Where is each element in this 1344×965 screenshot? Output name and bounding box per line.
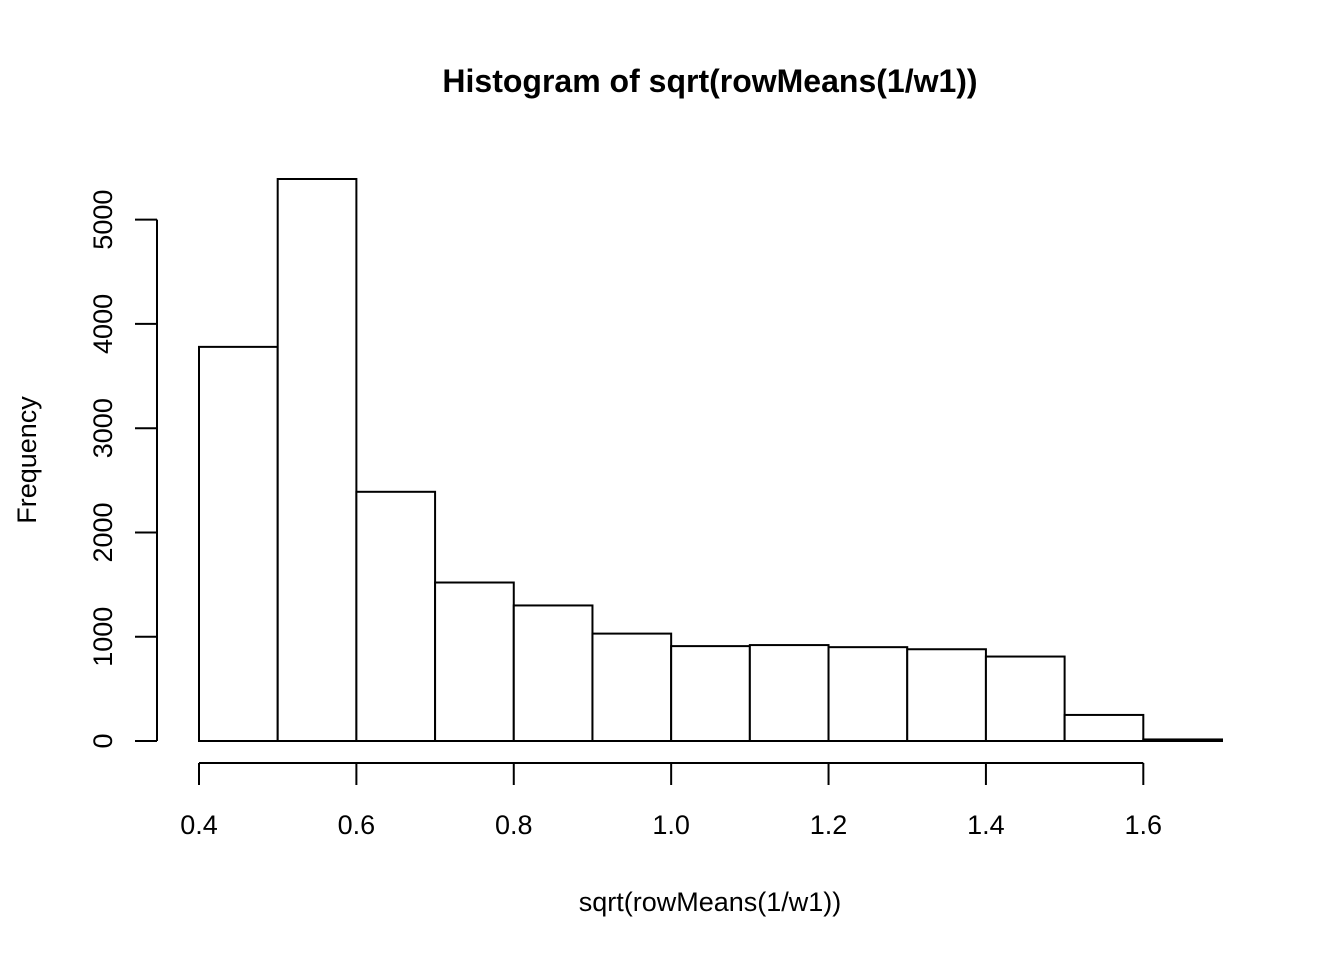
histogram-bar bbox=[1142, 738, 1224, 742]
x-axis-label: sqrt(rowMeans(1/w1)) bbox=[579, 887, 842, 917]
y-axis: 0 1000 2000 3000 4000 5000 bbox=[88, 190, 158, 749]
histogram-bar bbox=[984, 655, 1066, 742]
x-tick-label: 1.2 bbox=[810, 810, 848, 840]
histogram-bar bbox=[827, 646, 909, 742]
x-tick-label: 0.4 bbox=[180, 810, 218, 840]
histogram-bars bbox=[198, 178, 1224, 743]
y-tick-label: 1000 bbox=[88, 607, 118, 667]
x-tick-label: 0.8 bbox=[495, 810, 533, 840]
histogram-bar bbox=[1063, 713, 1145, 743]
histogram-bar bbox=[512, 604, 594, 742]
histogram-bar bbox=[670, 645, 751, 742]
x-tick-label: 1.6 bbox=[1125, 810, 1163, 840]
y-tick-label: 5000 bbox=[88, 190, 118, 250]
histogram-bar bbox=[434, 581, 515, 742]
y-tick-label: 4000 bbox=[88, 294, 118, 354]
histogram-bar bbox=[591, 632, 673, 742]
chart-title: Histogram of sqrt(rowMeans(1/w1)) bbox=[442, 63, 977, 99]
x-tick-label: 1.0 bbox=[652, 810, 690, 840]
x-axis: 0.4 0.6 0.8 1.0 1.2 1.4 1.6 bbox=[180, 762, 1163, 840]
y-tick-label: 2000 bbox=[88, 502, 118, 562]
x-tick-label: 0.6 bbox=[338, 810, 376, 840]
y-tick-label: 0 bbox=[88, 733, 118, 748]
histogram-bar bbox=[906, 648, 987, 742]
histogram-bar bbox=[355, 490, 437, 742]
y-tick-label: 3000 bbox=[88, 398, 118, 458]
histogram-bar bbox=[198, 345, 279, 742]
histogram-bar bbox=[748, 644, 830, 743]
y-axis-label: Frequency bbox=[12, 396, 42, 524]
histogram-bar bbox=[276, 178, 358, 742]
x-tick-label: 1.4 bbox=[967, 810, 1005, 840]
